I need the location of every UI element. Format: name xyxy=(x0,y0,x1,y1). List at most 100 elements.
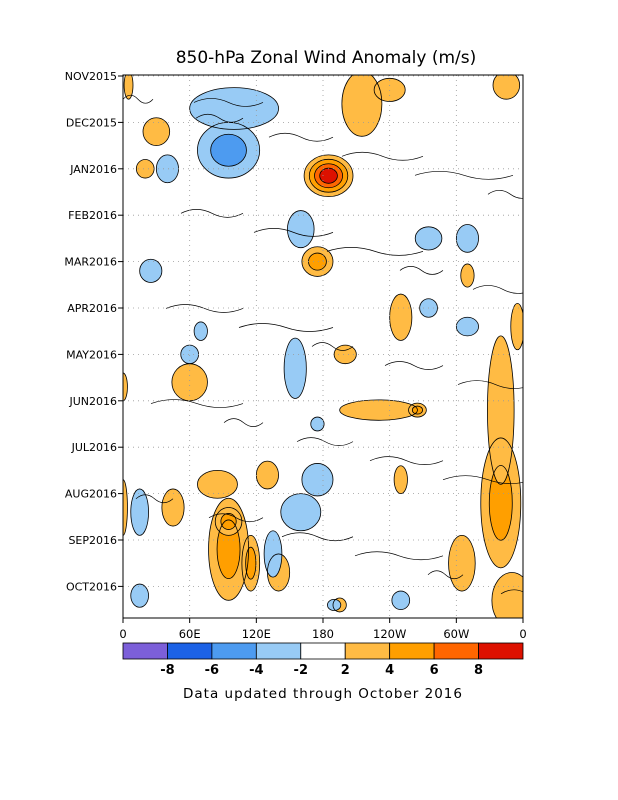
contour-line xyxy=(332,597,347,613)
contour-line xyxy=(130,488,149,536)
westerly-anomaly-region xyxy=(334,345,357,364)
colorbar-swatch xyxy=(344,642,391,660)
colorbar-swatch xyxy=(300,642,346,660)
easterly-anomaly-region xyxy=(280,493,321,531)
contour-line xyxy=(214,507,243,536)
easterly-anomaly-region xyxy=(391,591,410,610)
grid-lines xyxy=(123,75,523,618)
westerly-anomaly-region xyxy=(217,519,241,579)
plot-area xyxy=(123,75,523,618)
westerly-anomaly-region xyxy=(171,363,208,401)
contour-line xyxy=(488,465,513,541)
contour-line xyxy=(161,488,185,527)
contour-line xyxy=(287,210,315,249)
colorbar-tick-label: -4 xyxy=(249,663,263,678)
zero-contour-line xyxy=(223,418,264,427)
zero-contour-line xyxy=(311,342,354,351)
colorbar-swatch xyxy=(389,642,435,660)
colorbar-swatch xyxy=(255,642,302,660)
y-tick-label: JUL2016 xyxy=(71,441,117,454)
contour-line xyxy=(310,416,325,432)
westerly-anomaly-region xyxy=(487,335,515,485)
y-tick-label: MAR2016 xyxy=(64,256,117,269)
contour-line xyxy=(373,77,406,102)
y-tick-label: SEP2016 xyxy=(68,534,117,547)
zero-contour-line xyxy=(457,380,523,389)
contour-line xyxy=(130,583,149,608)
y-tick-label: JAN2016 xyxy=(69,163,117,176)
easterly-anomaly-region xyxy=(287,210,315,248)
easterly-anomaly-region xyxy=(130,584,149,608)
zero-contour-line xyxy=(326,247,424,256)
contour-line xyxy=(339,399,418,421)
easterly-anomaly-region xyxy=(194,321,208,341)
x-tick-label: 0 xyxy=(519,627,526,641)
westerly-anomaly-region xyxy=(124,75,133,100)
easterly-anomaly-region xyxy=(456,224,479,253)
colorbar: -8 -6 -4 -2 2 4 6 8 xyxy=(122,642,524,678)
contour-line xyxy=(245,546,257,580)
x-tick-label: 0 xyxy=(119,627,126,641)
westerly-anomaly-region xyxy=(510,303,523,350)
easterly-anomaly-region xyxy=(284,338,307,399)
zero-contour-line xyxy=(442,475,523,485)
zero-contour-line xyxy=(150,399,244,408)
contour-line xyxy=(216,519,241,580)
easterly-anomaly-region xyxy=(415,226,442,250)
x-axis: 0 60E 120E 180 120W 60W 0 xyxy=(119,618,527,641)
contour-line xyxy=(314,163,344,189)
colorbar-swatch xyxy=(167,642,213,660)
contour-line xyxy=(263,530,283,578)
y-axis: NOV2015 DEC2015 JAN2016 FEB2016 MAR2016 APR20… xyxy=(64,70,123,593)
westerly-anomaly-region xyxy=(394,465,408,494)
contour-line xyxy=(389,293,413,341)
zero-contour-line xyxy=(414,170,514,180)
contour-line xyxy=(210,133,247,167)
zero-contour-line xyxy=(487,189,523,199)
westerly-anomaly-region xyxy=(493,75,520,100)
westerly-anomaly-region xyxy=(341,75,382,137)
contour-line xyxy=(308,158,349,193)
contour-line xyxy=(419,298,438,318)
zero-contour-line xyxy=(281,532,354,542)
y-tick-label: OCT2016 xyxy=(66,580,117,593)
zero-contour-line xyxy=(296,437,354,446)
anomaly-regions xyxy=(123,75,523,618)
zero-contour-line xyxy=(193,98,264,107)
colorbar-swatch xyxy=(122,642,168,660)
zero-contour-line xyxy=(238,323,334,332)
contour-line xyxy=(448,534,476,592)
contour-line xyxy=(333,344,357,365)
easterly-anomaly-region xyxy=(301,463,334,496)
contour-line xyxy=(510,302,523,351)
easterly-anomaly-region xyxy=(130,488,149,536)
contour-line xyxy=(123,75,134,100)
contour-line xyxy=(491,572,523,618)
easterly-anomaly-region xyxy=(156,154,179,183)
contour-line xyxy=(189,87,279,130)
zero-contour-line xyxy=(268,132,334,142)
westerly-anomaly-region xyxy=(197,470,238,499)
easterly-anomaly-region xyxy=(456,317,479,336)
westerly-anomaly-region xyxy=(143,117,170,146)
westerly-anomaly-region xyxy=(374,78,406,102)
y-tick-label: AUG2016 xyxy=(65,488,117,501)
easterly-anomaly-region xyxy=(327,599,341,611)
contour-line xyxy=(193,321,208,341)
easterly-anomaly-region xyxy=(139,259,162,283)
zero-contour-line xyxy=(500,589,523,595)
contour-line xyxy=(280,493,322,532)
westerly-anomaly-region xyxy=(123,479,128,536)
colorbar-tick-label: 2 xyxy=(341,663,350,678)
x-tick-label: 60E xyxy=(179,627,201,641)
zero-contour-line xyxy=(399,266,444,275)
westerly-anomaly-region xyxy=(308,253,327,271)
westerly-anomaly-region xyxy=(256,461,279,489)
footer-note: Data updated through October 2016 xyxy=(183,686,463,702)
westerly-anomaly-region xyxy=(136,159,155,179)
contour-line xyxy=(341,75,383,137)
zero-contour-line xyxy=(341,151,424,161)
zero-contour-line xyxy=(195,113,244,123)
easterly-anomaly-region xyxy=(180,345,199,364)
